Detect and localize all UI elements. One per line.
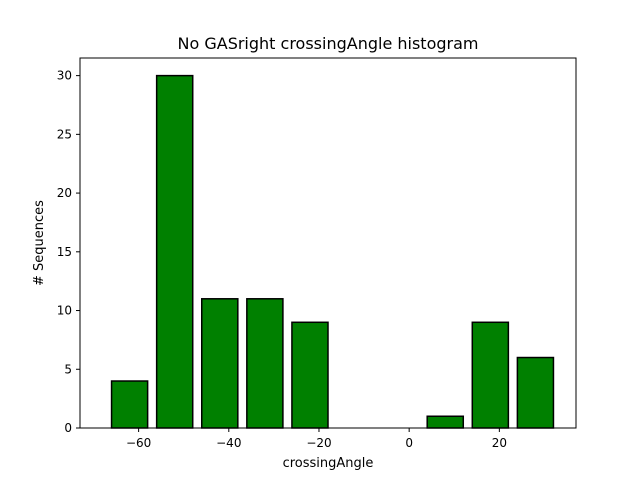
y-axis-ticks: 0 5 10 15 20 25 30 (57, 69, 80, 435)
histogram-bar (155, 74, 194, 429)
x-axis-label: crossingAngle (283, 456, 374, 471)
y-tick-label: 25 (57, 127, 72, 141)
y-tick-label: 30 (57, 69, 72, 83)
histogram-bar (246, 298, 284, 429)
y-tick-label: 10 (57, 304, 72, 318)
y-tick-label: 5 (64, 362, 72, 376)
y-axis-label: # Sequences (32, 200, 47, 286)
histogram-bar (516, 356, 555, 429)
chart-title: No GASright crossingAngle histogram (178, 34, 479, 53)
histogram-bar (200, 298, 239, 429)
x-tick-label: 20 (492, 436, 507, 450)
bars-layer (110, 74, 555, 429)
histogram-bar (471, 321, 510, 429)
x-tick-label: −40 (216, 436, 241, 450)
plot-area-frame (79, 57, 577, 429)
histogram-bar (110, 380, 149, 429)
x-tick-label: −20 (306, 436, 331, 450)
y-tick-label: 20 (57, 186, 72, 200)
histogram-bar (426, 415, 465, 429)
x-tick-label: −60 (126, 436, 151, 450)
histogram-bar (291, 321, 329, 429)
x-tick-label: 0 (405, 436, 413, 450)
y-tick-label: 15 (57, 245, 72, 259)
y-tick-label: 0 (64, 421, 72, 435)
x-axis-ticks: −60 −40 −20 0 20 (126, 428, 507, 450)
